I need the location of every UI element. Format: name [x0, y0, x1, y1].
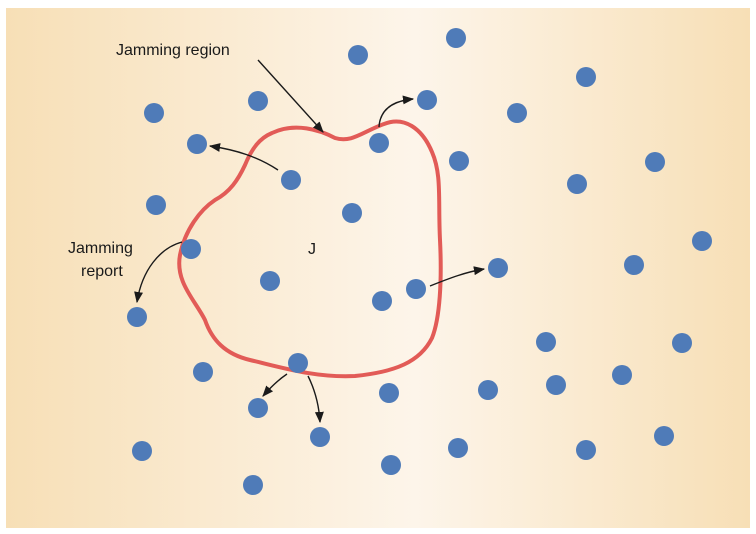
escape-arrow	[429, 266, 486, 287]
sensor-node	[546, 375, 566, 395]
sensor-node	[132, 441, 152, 461]
sensor-node	[144, 103, 164, 123]
sensor-node	[417, 90, 437, 110]
sensor-node	[281, 170, 301, 190]
sensor-node	[478, 380, 498, 400]
escape-arrow	[378, 95, 415, 128]
sensor-node	[310, 427, 330, 447]
sensor-node	[576, 440, 596, 460]
sensor-node	[406, 279, 426, 299]
sensor-node	[146, 195, 166, 215]
sensor-node	[449, 151, 469, 171]
sensor-node	[507, 103, 527, 123]
sensor-node	[288, 353, 308, 373]
sensor-nodes	[127, 28, 712, 495]
sensor-node	[193, 362, 213, 382]
sensor-node	[567, 174, 587, 194]
sensor-node	[248, 398, 268, 418]
escape-arrow	[208, 143, 279, 171]
jamming-region-pointer-arrow	[257, 59, 324, 133]
sensor-node	[654, 426, 674, 446]
sensor-node	[624, 255, 644, 275]
sensor-node	[612, 365, 632, 385]
sensor-node	[536, 332, 556, 352]
sensor-node	[181, 239, 201, 259]
jammer-label: J	[308, 241, 316, 258]
jamming-region-label: Jamming region	[116, 42, 230, 59]
sensor-node	[672, 333, 692, 353]
sensor-node	[243, 475, 263, 495]
sensor-node	[379, 383, 399, 403]
sensor-node	[260, 271, 280, 291]
sensor-node	[248, 91, 268, 111]
sensor-node	[342, 203, 362, 223]
escape-arrow	[262, 373, 288, 397]
sensor-node	[372, 291, 392, 311]
jamming-report-label-line2: report	[81, 263, 123, 280]
sensor-node	[488, 258, 508, 278]
escape-arrow	[307, 375, 324, 424]
sensor-node	[692, 231, 712, 251]
jamming-region-boundary	[177, 119, 443, 379]
sensor-node	[448, 438, 468, 458]
arrows	[134, 59, 486, 424]
jamming-report-label-line1: Jamming	[68, 240, 133, 257]
sensor-node	[576, 67, 596, 87]
sensor-node	[348, 45, 368, 65]
sensor-node	[645, 152, 665, 172]
sensor-node	[446, 28, 466, 48]
sensor-node	[127, 307, 147, 327]
sensor-node	[381, 455, 401, 475]
jamming-report-arrow	[134, 241, 183, 304]
sensor-node	[187, 134, 207, 154]
sensor-node	[369, 133, 389, 153]
